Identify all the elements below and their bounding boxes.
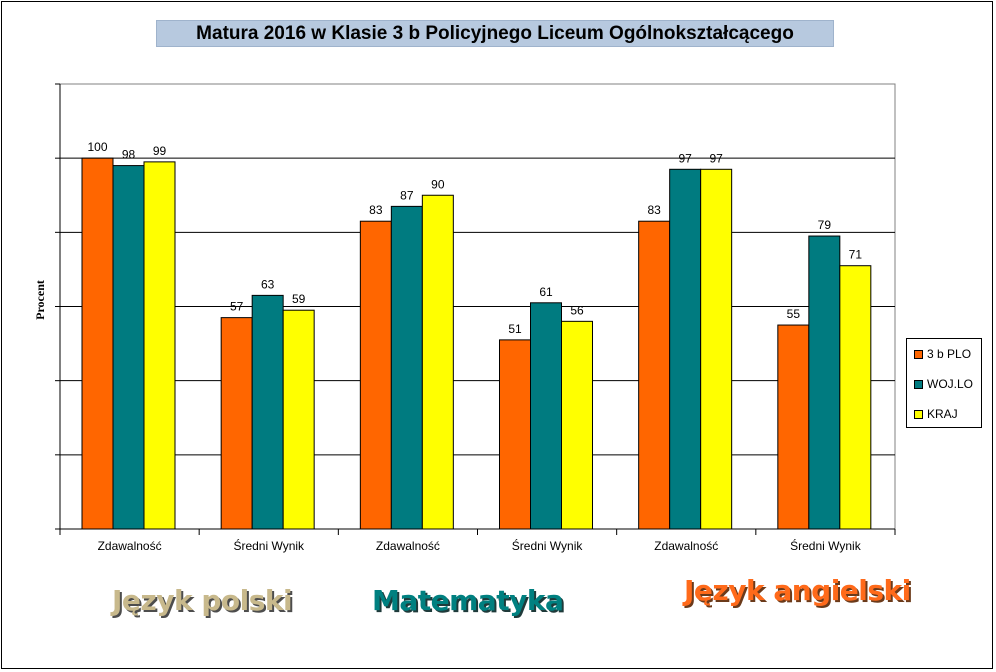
bar bbox=[390, 205, 423, 530]
data-label: 97 bbox=[678, 151, 692, 165]
data-label: 79 bbox=[818, 218, 832, 232]
bar bbox=[530, 302, 562, 530]
bar bbox=[282, 309, 315, 530]
bar bbox=[777, 324, 810, 530]
bar bbox=[700, 168, 733, 530]
data-label: 71 bbox=[849, 248, 863, 262]
chart-title: Matura 2016 w Klasie 3 b Policyjnego Lic… bbox=[156, 20, 834, 47]
legend-label: KRAJ bbox=[927, 407, 958, 421]
bar bbox=[421, 194, 454, 530]
legend-item-woj-lo: WOJ.LO bbox=[914, 377, 973, 391]
legend-item-kraj: KRAJ bbox=[914, 407, 958, 421]
x-tick-label: Średni Wynik bbox=[790, 538, 862, 553]
bar bbox=[220, 317, 253, 530]
data-label: 61 bbox=[539, 285, 553, 299]
bar bbox=[499, 339, 531, 530]
data-label: 83 bbox=[369, 203, 383, 217]
legend-swatch bbox=[914, 379, 923, 389]
legend: 3 b PLO WOJ.LO KRAJ bbox=[906, 338, 982, 428]
bar bbox=[808, 235, 841, 530]
bar bbox=[251, 294, 284, 530]
bar bbox=[143, 161, 176, 530]
legend-swatch bbox=[914, 409, 923, 419]
data-label: 51 bbox=[508, 322, 522, 336]
legend-label: 3 b PLO bbox=[927, 347, 972, 361]
data-label: 57 bbox=[230, 300, 244, 314]
x-tick-label: Zdawalność bbox=[376, 539, 440, 553]
bar bbox=[561, 320, 593, 530]
data-label: 83 bbox=[647, 203, 661, 217]
bar bbox=[839, 265, 872, 530]
x-tick-label: Zdawalność bbox=[654, 539, 718, 553]
legend-item-3b-plo: 3 b PLO bbox=[914, 347, 971, 361]
bar bbox=[359, 220, 392, 530]
data-label: 63 bbox=[261, 277, 275, 291]
data-label: 98 bbox=[122, 148, 136, 162]
x-tick-label: Zdawalność bbox=[98, 539, 162, 553]
x-tick-label: Średni Wynik bbox=[512, 538, 584, 553]
legend-swatch bbox=[914, 349, 923, 359]
data-label: 100 bbox=[87, 140, 107, 154]
bar bbox=[81, 157, 114, 530]
data-label: 97 bbox=[709, 151, 723, 165]
data-label: 56 bbox=[570, 303, 584, 317]
bar bbox=[112, 165, 145, 530]
subject-label-matematyka: Matematyka bbox=[372, 584, 564, 617]
subject-label-jezyk-angielski: Język angielski bbox=[684, 574, 911, 607]
bar bbox=[669, 168, 702, 530]
legend-label: WOJ.LO bbox=[927, 377, 974, 391]
x-tick-label: Średni Wynik bbox=[233, 538, 305, 553]
data-label: 59 bbox=[292, 292, 306, 306]
data-label: 87 bbox=[400, 188, 414, 202]
data-label: 55 bbox=[787, 307, 801, 321]
data-label: 99 bbox=[153, 144, 167, 158]
subject-label-jezyk-polski: Język polski bbox=[112, 584, 293, 617]
data-label: 90 bbox=[431, 177, 445, 191]
bar bbox=[638, 220, 671, 530]
